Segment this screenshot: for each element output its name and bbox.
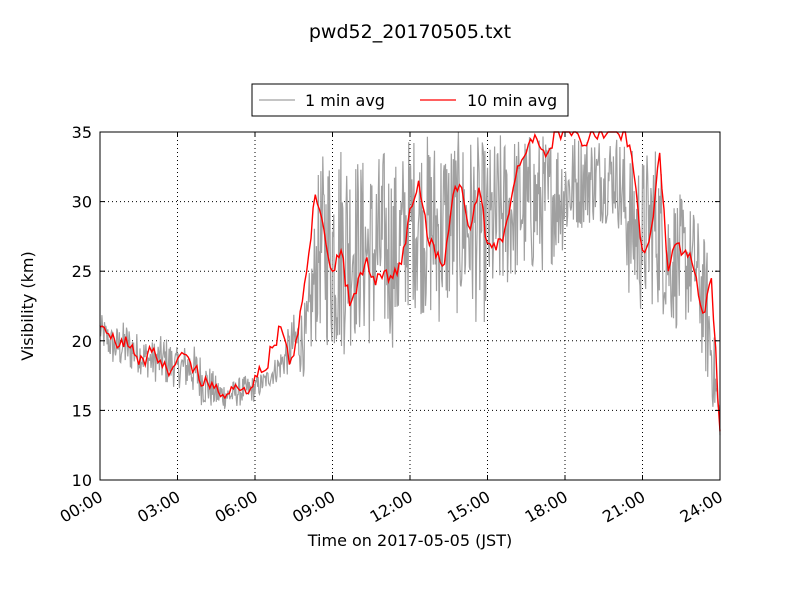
- grid: [100, 132, 720, 480]
- series-1min-line: [99, 132, 721, 436]
- legend-label-10min: 10 min avg: [467, 91, 557, 110]
- y-tick-label: 30: [72, 193, 92, 212]
- legend-label-1min: 1 min avg: [305, 91, 385, 110]
- y-tick-label: 25: [72, 262, 92, 281]
- x-axis-label: Time on 2017-05-05 (JST): [307, 531, 512, 550]
- y-axis-label: Visibility (km): [18, 251, 37, 360]
- y-tick-label: 35: [72, 123, 92, 142]
- legend-box: [251, 83, 569, 117]
- y-tick-label: 10: [72, 471, 92, 490]
- plot-frame: [99, 131, 721, 481]
- chart-title: pwd52_20170505.txt: [309, 21, 511, 43]
- legend: 1 min avg 10 min avg: [251, 83, 569, 117]
- y-tick-label: 15: [72, 401, 92, 420]
- y-tick-label: 20: [72, 332, 92, 351]
